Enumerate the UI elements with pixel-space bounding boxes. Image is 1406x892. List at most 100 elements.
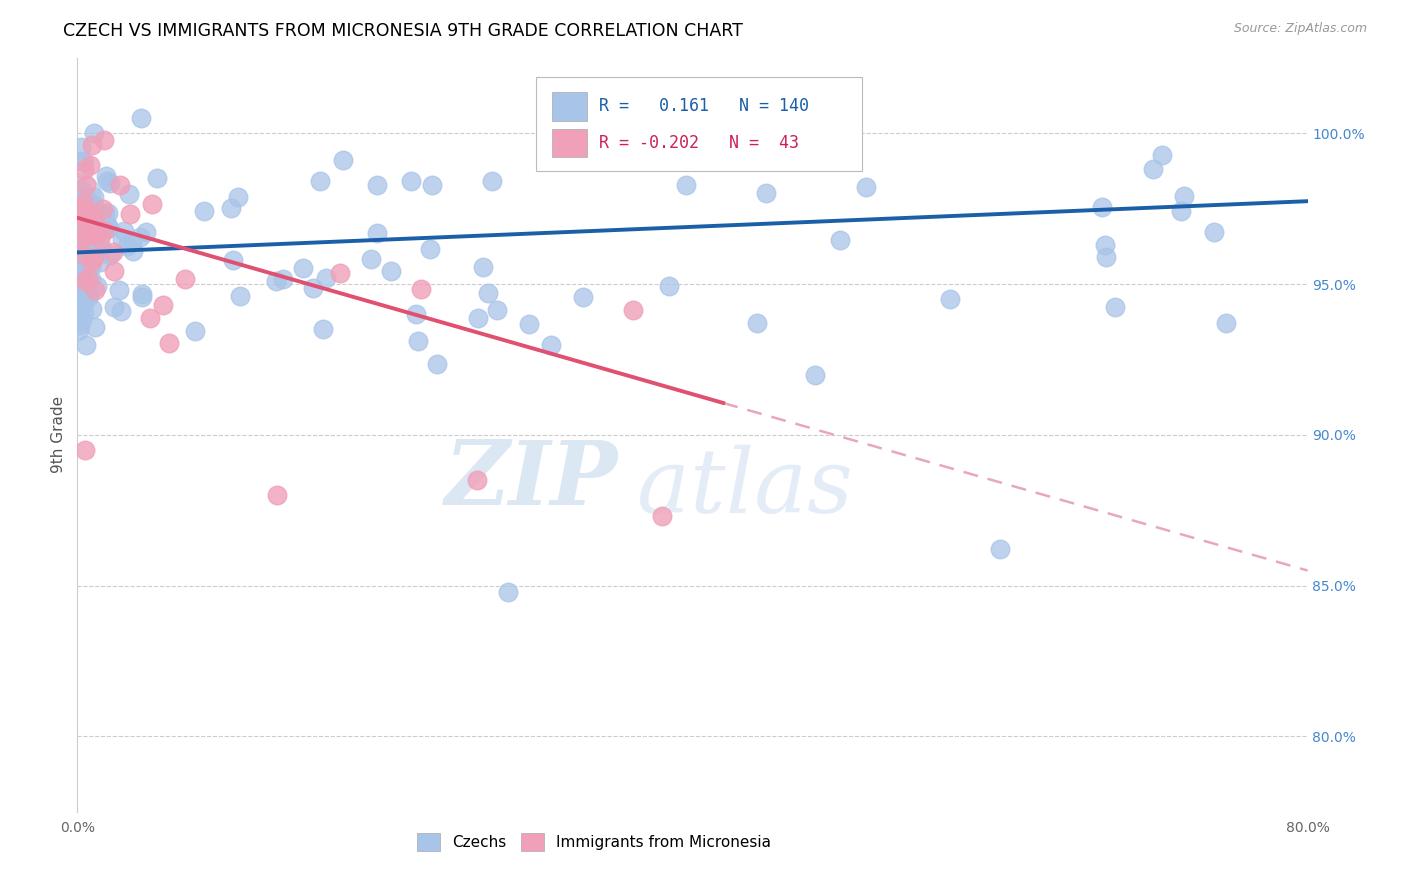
Point bbox=[139, 310, 162, 325]
Point bbox=[80, 272, 103, 286]
Point bbox=[108, 178, 131, 193]
Point bbox=[86, 279, 108, 293]
Point bbox=[91, 202, 114, 216]
Point bbox=[406, 334, 429, 348]
Point bbox=[122, 244, 145, 259]
Point bbox=[419, 242, 441, 256]
Point bbox=[481, 174, 503, 188]
Point bbox=[67, 205, 90, 219]
Point bbox=[146, 171, 169, 186]
FancyBboxPatch shape bbox=[536, 77, 862, 171]
Point bbox=[67, 186, 90, 201]
Point bbox=[82, 138, 104, 153]
Point bbox=[129, 112, 152, 126]
Point bbox=[939, 292, 962, 306]
Point bbox=[83, 319, 105, 334]
Point bbox=[366, 226, 388, 240]
Point bbox=[135, 225, 157, 239]
Point bbox=[108, 283, 131, 297]
Point bbox=[75, 222, 97, 236]
Point bbox=[70, 313, 93, 327]
Point bbox=[73, 305, 96, 319]
Point bbox=[229, 288, 252, 302]
Bar bbox=[553, 92, 586, 120]
Point bbox=[93, 133, 115, 147]
Point bbox=[332, 153, 354, 168]
Point bbox=[73, 210, 96, 224]
Point bbox=[131, 286, 153, 301]
Point bbox=[70, 217, 93, 231]
Point bbox=[128, 230, 150, 244]
Point bbox=[1091, 200, 1114, 214]
Point bbox=[633, 112, 655, 126]
Point bbox=[380, 264, 402, 278]
Point bbox=[72, 285, 94, 299]
Point bbox=[67, 309, 90, 323]
Point bbox=[82, 223, 104, 237]
Point bbox=[675, 178, 697, 193]
Point bbox=[264, 275, 287, 289]
Point bbox=[79, 260, 101, 275]
Point bbox=[73, 274, 96, 288]
Point bbox=[73, 210, 96, 224]
Point bbox=[83, 126, 105, 140]
Point bbox=[80, 302, 103, 317]
Text: Source: ZipAtlas.com: Source: ZipAtlas.com bbox=[1233, 22, 1367, 36]
Point bbox=[221, 201, 243, 215]
Text: R =   0.161   N = 140: R = 0.161 N = 140 bbox=[599, 97, 808, 115]
Point bbox=[96, 174, 118, 188]
Point bbox=[855, 179, 877, 194]
Point bbox=[110, 303, 132, 318]
Point bbox=[399, 174, 422, 188]
Point bbox=[120, 206, 142, 220]
Point bbox=[651, 509, 673, 524]
Point bbox=[73, 281, 96, 295]
Point bbox=[73, 162, 96, 177]
Point bbox=[70, 286, 93, 301]
Point bbox=[103, 300, 125, 314]
Point bbox=[1142, 161, 1164, 176]
Point bbox=[69, 244, 91, 259]
Point bbox=[83, 198, 105, 212]
Point bbox=[89, 232, 111, 246]
Point bbox=[75, 178, 97, 193]
Point bbox=[72, 232, 94, 246]
Point bbox=[621, 302, 644, 317]
Point bbox=[572, 290, 595, 304]
Point bbox=[83, 252, 105, 266]
Point bbox=[118, 187, 141, 202]
Text: ZIP: ZIP bbox=[446, 437, 619, 524]
Point bbox=[804, 368, 827, 382]
Bar bbox=[553, 128, 586, 158]
Point bbox=[465, 473, 488, 487]
Point bbox=[576, 112, 599, 126]
Point bbox=[830, 233, 852, 247]
Legend: Czechs, Immigrants from Micronesia: Czechs, Immigrants from Micronesia bbox=[411, 827, 778, 857]
Point bbox=[67, 258, 90, 272]
Point bbox=[121, 234, 143, 248]
Point bbox=[94, 206, 117, 220]
Point bbox=[1094, 238, 1116, 252]
Point bbox=[79, 255, 101, 269]
Point bbox=[988, 542, 1011, 557]
Point bbox=[72, 231, 94, 245]
Point bbox=[93, 219, 115, 234]
Point bbox=[69, 231, 91, 245]
Point bbox=[103, 264, 125, 278]
Text: atlas: atlas bbox=[637, 444, 853, 531]
Point bbox=[73, 155, 96, 169]
Point bbox=[226, 190, 249, 204]
Point bbox=[112, 223, 135, 237]
Point bbox=[360, 252, 382, 267]
Point bbox=[73, 296, 96, 310]
Point bbox=[486, 303, 509, 318]
Point bbox=[67, 257, 90, 271]
Point bbox=[111, 232, 134, 246]
Point bbox=[1215, 316, 1237, 330]
Point bbox=[93, 214, 115, 228]
Point bbox=[83, 205, 105, 219]
Point bbox=[477, 285, 499, 300]
Point bbox=[141, 197, 163, 211]
Point bbox=[83, 189, 105, 203]
Point bbox=[87, 219, 110, 234]
